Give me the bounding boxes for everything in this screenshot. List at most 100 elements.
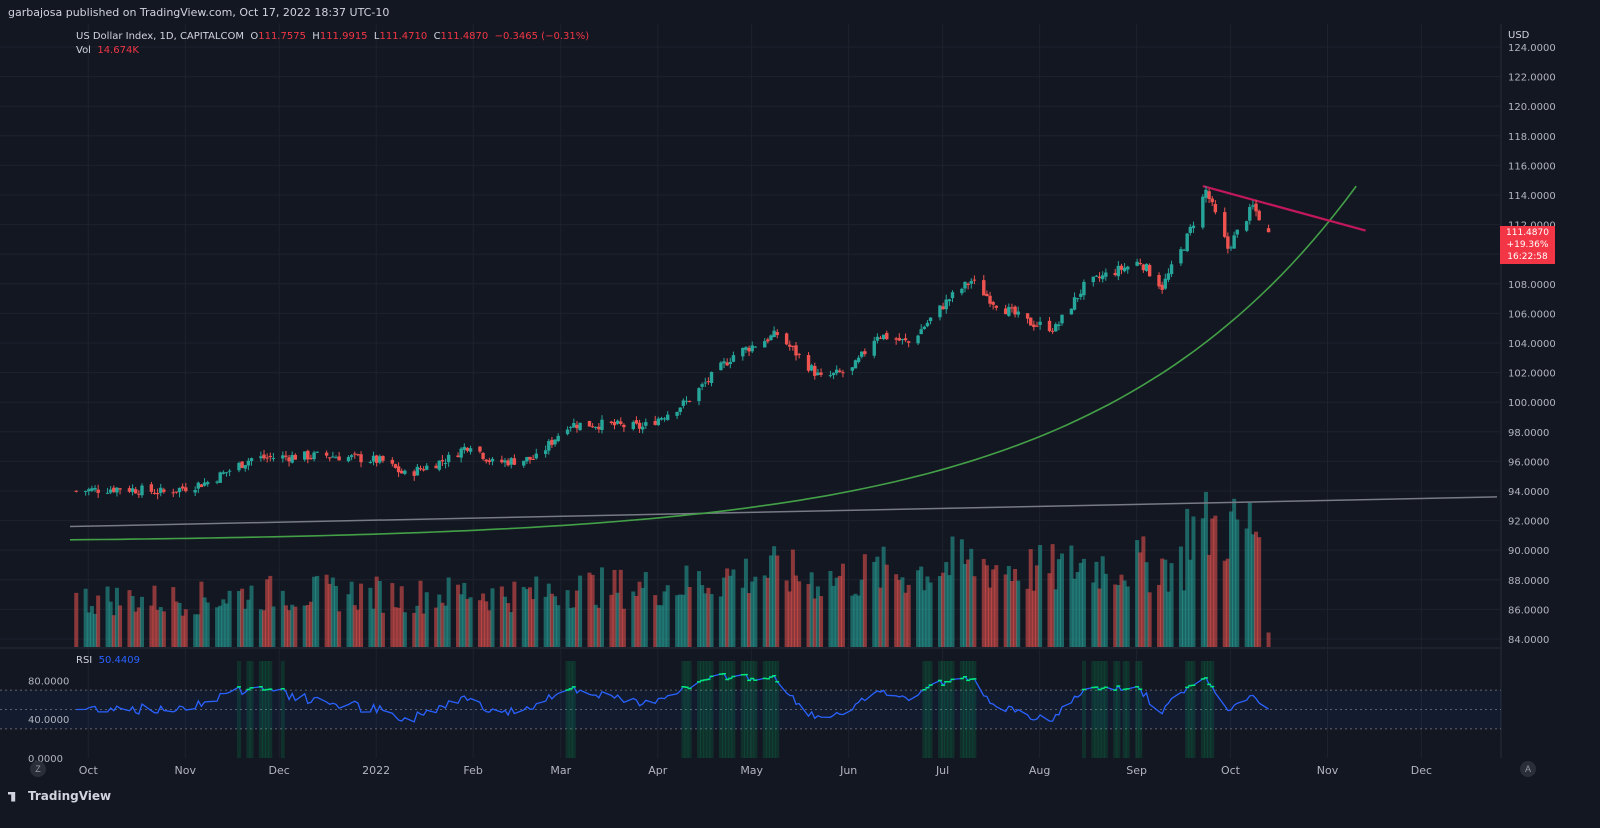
volume-bar — [484, 601, 489, 647]
volume-bar — [553, 596, 558, 647]
rsi-overbought-zone — [1103, 661, 1108, 758]
candle-body — [1029, 317, 1033, 326]
price-chart[interactable]: 124.0000 122.0000 120.0000 118.0000 116.0000… — [0, 0, 1600, 784]
candle-body — [881, 334, 886, 340]
candle-body — [809, 365, 814, 371]
candle-body — [784, 333, 789, 345]
volume-bar — [718, 596, 723, 647]
candle-body — [171, 492, 175, 494]
rsi-overbought-zone — [1203, 661, 1208, 758]
candle-body — [860, 351, 864, 357]
volume-bar — [199, 581, 204, 647]
candle-body — [763, 341, 767, 348]
volume-bar — [127, 590, 132, 647]
rsi-label[interactable]: RSI — [76, 655, 93, 666]
candle-body — [500, 459, 504, 463]
candle-body — [1182, 249, 1186, 251]
volume-bar — [937, 576, 942, 647]
time-axis[interactable]: Oct Nov Dec 2022 Feb Mar Apr May Jun Jul Aug Sep Oct… — [79, 764, 1432, 777]
rsi-overbought-zone — [1191, 661, 1196, 758]
candle-body — [1069, 308, 1074, 315]
candle-body — [556, 435, 560, 442]
volume-bar — [831, 585, 836, 647]
candle-body — [315, 451, 319, 453]
symbol-title[interactable]: US Dollar Index, 1D, CAPITALCOM — [76, 31, 244, 42]
zoom-reset-button[interactable]: Z — [30, 761, 46, 777]
volume-bar — [1266, 632, 1271, 647]
candle-body — [134, 489, 138, 494]
candle-body — [1210, 198, 1214, 203]
rsi-line — [76, 673, 1269, 723]
volume-bar — [324, 574, 329, 647]
volume-bar — [574, 590, 579, 647]
rsi-overbought-zone — [700, 661, 705, 758]
time-tick-label: Feb — [463, 764, 482, 777]
candle-body — [662, 418, 667, 420]
price-tick-label: 102.0000 — [1508, 369, 1556, 380]
candle-body — [162, 489, 166, 492]
candle-body — [440, 460, 445, 462]
candle-body — [1135, 261, 1139, 266]
volume-bar — [549, 593, 554, 647]
price-tick-label: 96.0000 — [1508, 457, 1549, 468]
candle-body — [312, 452, 316, 460]
volume-bar — [227, 590, 232, 647]
candle-body — [130, 488, 135, 493]
candle-body — [1179, 249, 1183, 264]
publisher-text: garbajosa published on TradingView.com, … — [8, 6, 390, 19]
volume-bar — [415, 605, 420, 647]
volume-bar — [399, 586, 404, 647]
candle-body — [481, 452, 485, 459]
candle-body — [640, 426, 645, 430]
candle-body — [446, 454, 451, 463]
volume-bar — [534, 576, 539, 647]
time-tick-label: Apr — [648, 764, 668, 777]
volume-bar — [1247, 502, 1252, 647]
candle-body — [906, 341, 911, 343]
volume-bar — [963, 563, 968, 647]
volume-bar — [784, 580, 789, 647]
volume-bar — [418, 580, 423, 647]
rsi-overbought-zone — [565, 661, 570, 758]
volume-bar — [1250, 534, 1255, 647]
open-value: 111.7575 — [258, 31, 306, 42]
volume-bar — [1135, 540, 1140, 647]
volume-bar — [477, 600, 482, 647]
candle-body — [359, 454, 363, 463]
volume-bar — [878, 587, 883, 647]
price-tick-label: 90.0000 — [1508, 546, 1549, 557]
volume-bar — [903, 592, 908, 647]
candle-body — [400, 470, 404, 474]
volume-bar — [371, 608, 376, 647]
candle-body — [105, 492, 110, 494]
candle-body — [415, 466, 420, 476]
volume-bar — [1213, 515, 1218, 647]
volume-bar — [1160, 558, 1165, 647]
candle-body — [675, 412, 679, 416]
volume-bar — [1097, 588, 1102, 647]
volume-bar — [1257, 537, 1262, 647]
candle-body — [878, 337, 883, 339]
candle-body — [1147, 265, 1152, 277]
candle-body — [1207, 191, 1211, 199]
candle-body — [287, 457, 291, 462]
candle-body — [528, 456, 532, 460]
tradingview-logo[interactable]: TradingView — [8, 789, 111, 803]
volume-bar — [396, 607, 401, 647]
time-tick-label: May — [740, 764, 763, 777]
rsi-overbought-zone — [937, 661, 942, 758]
candle-body — [1010, 307, 1014, 309]
auto-scale-button[interactable]: A — [1520, 761, 1536, 777]
rsi-overbought-zone — [768, 661, 773, 758]
candle-body — [309, 457, 313, 459]
candle-body — [547, 441, 551, 451]
volume-bar — [881, 546, 886, 647]
candle-body — [87, 489, 91, 492]
rsi-overbought-zone — [262, 661, 267, 758]
volume-label[interactable]: Vol — [76, 45, 91, 56]
volume-bar — [308, 601, 313, 647]
volume-bar — [293, 606, 298, 647]
rsi-overbought-zone — [941, 661, 946, 758]
candle-body — [543, 450, 548, 455]
volume-bar — [922, 590, 927, 647]
